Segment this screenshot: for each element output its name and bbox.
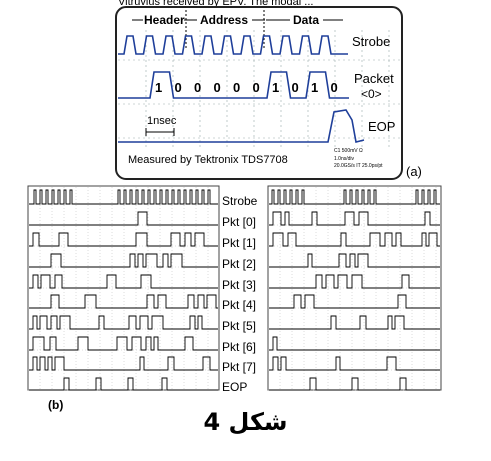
trace-line [29,211,218,226]
field-label-address: Address [200,13,248,27]
panel-a-tag: (a) [406,164,422,179]
packet-waveform [118,71,349,99]
scope-info-3: 20.0GS/s IT 25.0ps/pt [334,163,383,169]
trace-label: Pkt [6] [222,340,256,354]
trace-label: Strobe [222,194,258,208]
panel-b: Strobe Pkt [0] Pkt [1] Pkt [2] Pkt [3] Pkt [4… [27,185,442,412]
packet-bit: 0 [175,80,182,95]
trace-line [29,274,218,289]
trace-line [29,356,218,371]
scope-info-2: 1.0ns/div [334,156,355,162]
label-eop: EOP [368,119,395,134]
trace-line [269,189,440,205]
label-strobe: Strobe [352,34,390,49]
measured-by: Measured by Tektronix TDS7708 [128,154,288,166]
trace-line [269,336,440,351]
field-arrows [132,10,343,48]
trace-line [269,274,440,289]
trace-waveforms [29,189,440,391]
time-marker-arrow [145,128,175,136]
trace-line [29,294,218,309]
time-marker-label: 1nsec [147,115,177,127]
scope-grid [118,30,400,150]
packet-bit: 1 [155,80,162,95]
field-label-header: Header [144,13,185,27]
trace-line [269,356,440,371]
scope-info-1: C1 500mV Ω [334,148,363,154]
panel-b-tag: (b) [48,398,63,412]
trace-line [269,315,440,330]
trace-label: Pkt [2] [222,257,256,271]
trace-label: EOP [222,380,247,394]
trace-line [29,232,218,247]
trace-label: Pkt [4] [222,298,256,312]
trace-line [29,336,218,351]
figure-caption: شكل 4 [203,408,288,436]
label-packet-index: <0> [361,87,382,101]
trace-line [29,189,218,205]
label-packet: Packet [354,71,394,86]
packet-bit: 0 [292,80,299,95]
eop-waveform [118,109,365,143]
trace-label: Pkt [5] [222,319,256,333]
trace-line [29,253,218,268]
trace-line [269,377,440,391]
strobe-waveform [118,35,348,55]
field-label-data: Data [293,13,319,27]
packet-bit: 1 [272,80,279,95]
trace-label: Pkt [7] [222,360,256,374]
trace-label: Pkt [1] [222,236,256,250]
packet-bit: 0 [194,80,201,95]
trace-line [269,253,440,268]
header-line: Vitruvius received by EPV. The modal ... [118,0,313,8]
trace-line [269,294,440,309]
packet-bit: 0 [233,80,240,95]
trace-line [269,232,440,247]
trace-line [269,211,440,226]
packet-bit: 1 [311,80,318,95]
trace-labels: Strobe Pkt [0] Pkt [1] Pkt [2] Pkt [3] Pkt [4… [222,194,258,394]
trace-label: Pkt [0] [222,215,256,229]
trace-line [29,377,218,391]
trace-line [29,315,218,330]
packet-bit: 0 [253,80,260,95]
packet-bit: 0 [331,80,338,95]
packet-bit: 0 [214,80,221,95]
trace-label: Pkt [3] [222,278,256,292]
